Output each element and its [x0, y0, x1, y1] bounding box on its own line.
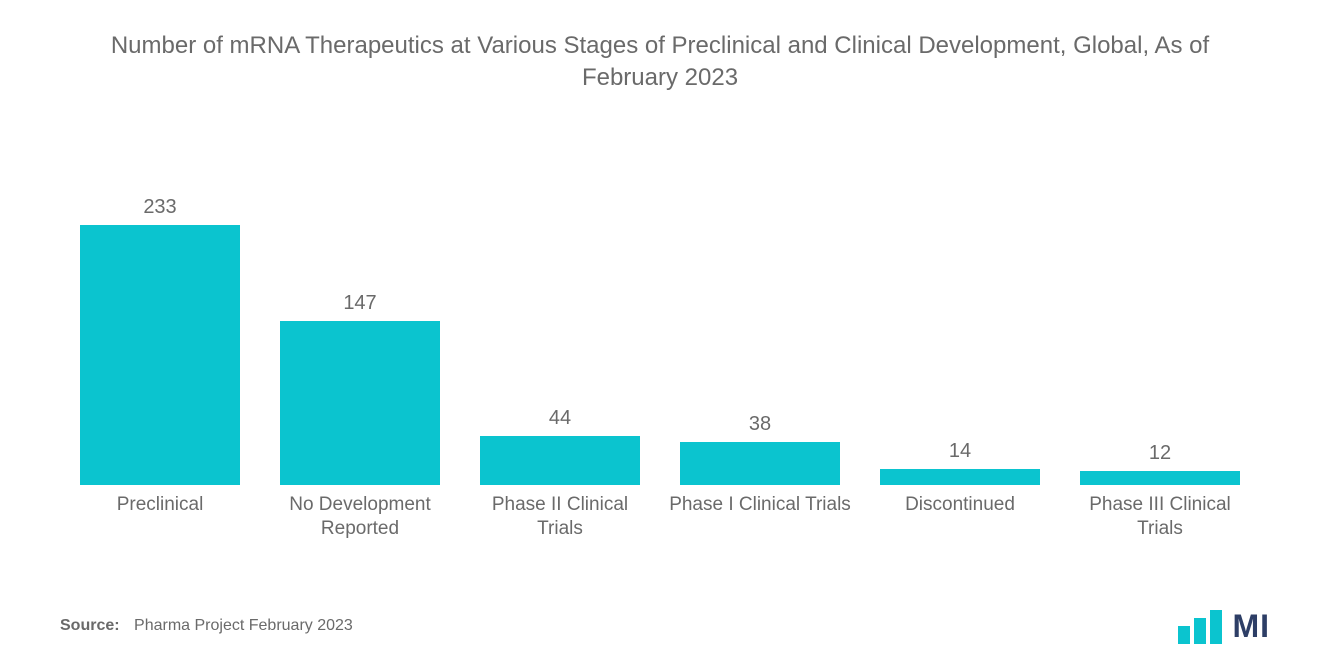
bar-value: 12 [1149, 442, 1171, 465]
bar-value: 14 [949, 440, 971, 463]
category-label: Discontinued [860, 493, 1060, 542]
source-citation: Source: Pharma Project February 2023 [60, 617, 353, 635]
category-label: Phase II Clinical Trials [460, 493, 660, 542]
logo-bars-icon [1178, 610, 1222, 644]
bar [880, 469, 1040, 485]
logo-bar [1210, 610, 1222, 644]
bar-value: 233 [143, 196, 176, 219]
category-label: Phase I Clinical Trials [660, 493, 860, 542]
bar-group: 233 [60, 185, 260, 485]
chart-area: 233 147 44 38 14 12 [50, 185, 1270, 485]
category-axis: Preclinical No Development Reported Phas… [50, 485, 1270, 542]
bar-group: 44 [460, 185, 660, 485]
source-text: Pharma Project February 2023 [134, 617, 353, 634]
logo-text: MI [1232, 608, 1270, 645]
bar-group: 38 [660, 185, 860, 485]
logo-bar [1178, 626, 1190, 644]
brand-logo: MI [1178, 608, 1270, 645]
category-label: No Development Reported [260, 493, 460, 542]
bar [1080, 471, 1240, 484]
bar-group: 12 [1060, 185, 1260, 485]
chart-title: Number of mRNA Therapeutics at Various S… [85, 30, 1235, 95]
logo-bar [1194, 618, 1206, 644]
source-label: Source: [60, 617, 120, 634]
bar-value: 44 [549, 407, 571, 430]
category-label: Preclinical [60, 493, 260, 542]
bar [280, 321, 440, 485]
bar-value: 147 [343, 292, 376, 315]
bar-value: 38 [749, 413, 771, 436]
category-label: Phase III Clinical Trials [1060, 493, 1260, 542]
bar [480, 436, 640, 485]
bar [680, 442, 840, 484]
bar-group: 147 [260, 185, 460, 485]
bar-group: 14 [860, 185, 1060, 485]
bar [80, 225, 240, 485]
